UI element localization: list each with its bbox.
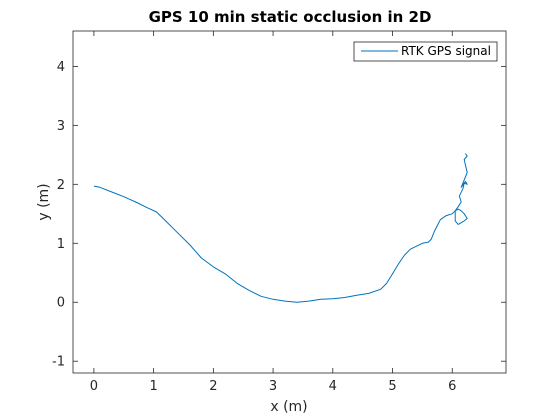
legend-box xyxy=(353,41,498,62)
y-tick-label: 3 xyxy=(57,119,65,134)
y-tick-label: -1 xyxy=(52,355,65,370)
y-tick-label: 4 xyxy=(57,60,65,75)
plot-frame xyxy=(72,30,507,374)
x-tick-label: 6 xyxy=(448,379,456,394)
x-tick-label: 2 xyxy=(209,379,217,394)
x-axis-label: x (m) xyxy=(270,399,307,415)
y-tick-label: 1 xyxy=(57,237,65,252)
y-ticks: -1 0 1 2 3 4 xyxy=(52,60,506,370)
y-tick-label: 2 xyxy=(57,178,65,193)
y-axis-label: y (m) xyxy=(36,183,52,220)
x-tick-label: 5 xyxy=(388,379,396,394)
plot-area xyxy=(73,31,506,373)
series-line xyxy=(93,153,468,303)
x-ticks: 0 1 2 3 4 5 6 xyxy=(90,31,456,394)
legend-label: RTK GPS signal xyxy=(401,44,491,58)
legend: RTK GPS signal xyxy=(353,41,498,62)
x-tick-label: 4 xyxy=(329,379,337,394)
x-tick-label: 0 xyxy=(90,379,98,394)
y-tick-label: 0 xyxy=(57,296,65,311)
chart-title: GPS 10 min static occlusion in 2D xyxy=(149,8,432,26)
x-tick-label: 1 xyxy=(149,379,157,394)
x-tick-label: 3 xyxy=(269,379,277,394)
series-group xyxy=(93,153,468,303)
